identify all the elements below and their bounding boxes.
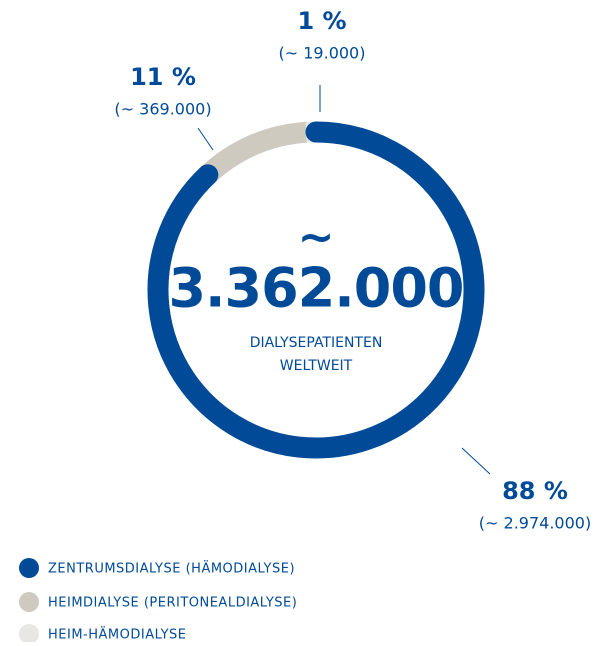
count-label: (~ 19.000) [279,44,366,63]
value-label: 11 % [130,63,196,91]
value-label: 1 % [297,7,346,35]
count-label: (~ 2.974.000) [479,514,591,533]
value-label: 88 % [502,477,568,505]
center-label: WELTWEIT [280,358,353,374]
legend-label: HEIMDIALYSE (PERITONEALDIALYSE) [48,596,297,611]
legend-swatch [19,624,39,642]
legend-label: ZENTRUMSDIALYSE (HÄMODIALYSE) [48,561,295,577]
legend-label: HEIM-HÄMODIALYSE [48,627,187,643]
legend-swatch [19,592,39,612]
center-value: 3.362.000 [168,257,463,320]
leader-line [198,128,213,150]
center-symbol: ~ [298,212,335,263]
count-label: (~ 369.000) [114,100,211,119]
center-label: DIALYSEPATIENTEN [250,335,383,351]
donut-segment [208,132,306,175]
legend-swatch [19,558,39,578]
leader-line [462,448,490,474]
